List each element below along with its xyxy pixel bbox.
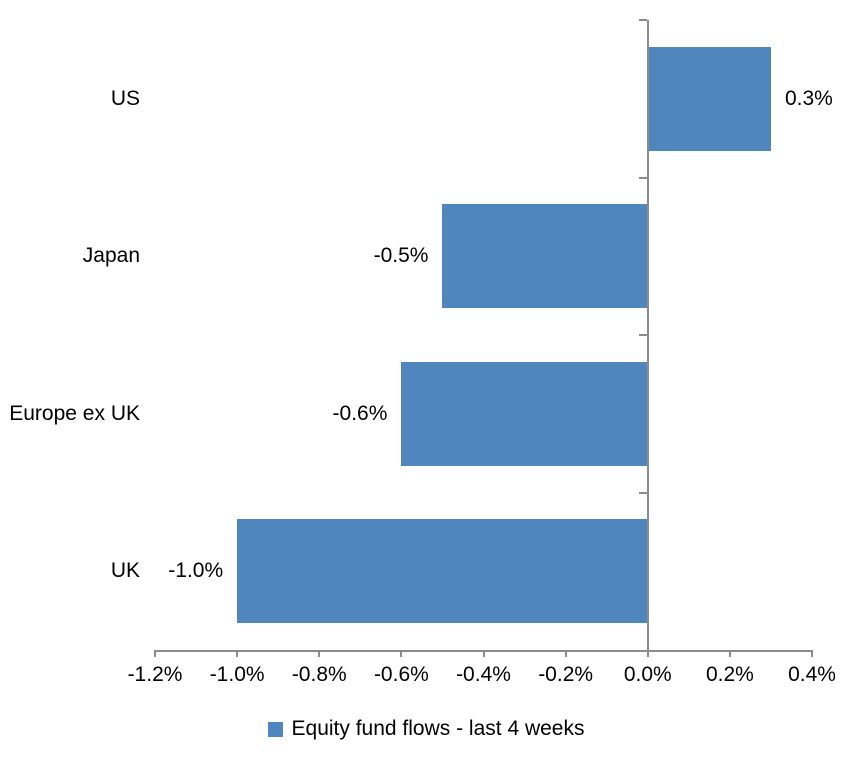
y-axis-tick [638,176,647,179]
x-axis-tick [811,650,813,657]
y-axis-tick [638,334,647,336]
x-tick-label-0-4-: 0.4% [788,663,836,686]
x-axis-tick [482,650,485,657]
x-axis-tick [236,650,239,657]
x-tick-label-0-0-: 0.0% [623,663,672,686]
x-tick-label--0-2-: -0.2% [538,663,594,686]
value-label-uk: -1.0% [168,559,224,583]
x-tick-label--0-8-: -0.8% [291,663,347,686]
value-label-us: 0.3% [784,86,833,110]
x-tick-label-0-2-: 0.2% [705,663,754,686]
bar-japan [442,204,648,309]
x-tick-label--1-0-: -1.0% [209,663,265,686]
value-label-japan: -0.5% [373,244,429,268]
y-axis-tick [638,491,647,494]
legend-label: Equity fund flows - last 4 weeks [291,717,585,740]
x-tick-label--0-4-: -0.4% [456,663,511,686]
legend-swatch [267,721,283,737]
y-axis-tick [638,19,647,21]
x-axis-tick [564,650,567,657]
bar-us [647,46,771,151]
bar-europe-ex-uk [401,361,648,466]
value-label-europe-ex-uk: -0.6% [332,401,388,425]
x-axis-tick [646,650,649,657]
x-tick-label--1-2-: -1.2% [127,663,183,686]
x-axis-tick [154,650,156,657]
category-label-japan: Japan [82,244,140,268]
x-axis-tick [318,650,321,657]
category-label-uk: UK [110,559,140,583]
legend: Equity fund flows - last 4 weeks [0,716,852,742]
x-axis-tick [728,650,731,657]
category-label-us: US [110,86,140,110]
category-label-europe-ex-uk: Europe ex UK [9,401,140,425]
x-axis-tick [400,650,403,657]
x-tick-label--0-6-: -0.6% [373,663,429,686]
bar-uk [237,519,648,624]
y-axis-line [646,20,649,657]
